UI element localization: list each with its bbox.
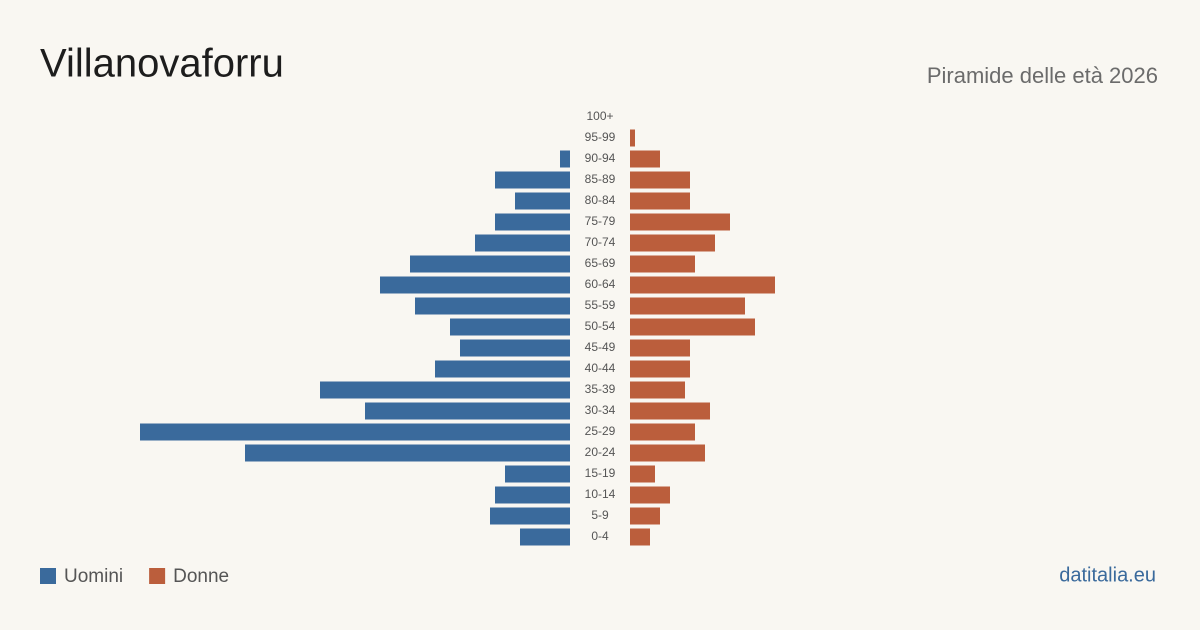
legend-label: Uomini bbox=[64, 566, 123, 587]
legend-label: Donne bbox=[173, 566, 229, 587]
bar bbox=[450, 318, 570, 336]
legend-swatch bbox=[40, 568, 56, 584]
age-label: 35-39 bbox=[585, 382, 616, 396]
bar bbox=[630, 402, 710, 420]
bar bbox=[140, 423, 570, 441]
bar bbox=[435, 360, 570, 378]
bar bbox=[475, 234, 570, 252]
bar bbox=[520, 528, 570, 546]
bar bbox=[630, 129, 635, 147]
bar bbox=[515, 192, 570, 210]
age-label: 90-94 bbox=[585, 151, 616, 165]
age-label: 50-54 bbox=[585, 319, 616, 333]
source: datitalia.eu bbox=[1059, 564, 1156, 586]
age-label: 60-64 bbox=[585, 277, 616, 291]
bar bbox=[630, 255, 695, 273]
age-label: 55-59 bbox=[585, 298, 616, 312]
age-label: 85-89 bbox=[585, 172, 616, 186]
bar bbox=[630, 381, 685, 399]
bar bbox=[490, 507, 570, 525]
bar bbox=[630, 444, 705, 462]
bar bbox=[630, 234, 715, 252]
bar bbox=[630, 486, 670, 504]
age-label: 95-99 bbox=[585, 130, 616, 144]
bar bbox=[630, 150, 660, 168]
bar bbox=[365, 402, 570, 420]
chart-title: Villanovaforru bbox=[40, 42, 284, 86]
bar bbox=[630, 507, 660, 525]
age-label: 10-14 bbox=[585, 487, 616, 501]
age-label: 70-74 bbox=[585, 235, 616, 249]
age-label: 40-44 bbox=[585, 361, 616, 375]
bar bbox=[505, 465, 570, 483]
bar bbox=[495, 486, 570, 504]
bar bbox=[380, 276, 570, 294]
bar bbox=[460, 339, 570, 357]
bar bbox=[410, 255, 570, 273]
bar bbox=[415, 297, 570, 315]
bar bbox=[245, 444, 570, 462]
age-label: 25-29 bbox=[585, 424, 616, 438]
bar bbox=[630, 528, 650, 546]
chart-subtitle: Piramide delle età 2026 bbox=[927, 63, 1158, 88]
bar bbox=[630, 360, 690, 378]
legend-swatch bbox=[149, 568, 166, 584]
age-label: 75-79 bbox=[585, 214, 616, 228]
age-label: 0-4 bbox=[591, 529, 609, 543]
bar bbox=[630, 171, 690, 189]
bar bbox=[495, 171, 570, 189]
bar bbox=[630, 297, 745, 315]
bar bbox=[630, 423, 695, 441]
age-label: 100+ bbox=[586, 109, 613, 123]
bar bbox=[630, 465, 655, 483]
bar bbox=[630, 318, 755, 336]
bar bbox=[630, 339, 690, 357]
age-label: 20-24 bbox=[585, 445, 616, 459]
age-label: 5-9 bbox=[591, 508, 609, 522]
age-label: 65-69 bbox=[585, 256, 616, 270]
bar bbox=[560, 150, 570, 168]
age-label: 80-84 bbox=[585, 193, 616, 207]
age-label: 45-49 bbox=[585, 340, 616, 354]
bar bbox=[630, 213, 730, 231]
bar bbox=[320, 381, 570, 399]
age-label: 30-34 bbox=[585, 403, 616, 417]
bar bbox=[630, 192, 690, 210]
age-label: 15-19 bbox=[585, 466, 616, 480]
bar bbox=[495, 213, 570, 231]
bar bbox=[630, 276, 775, 294]
